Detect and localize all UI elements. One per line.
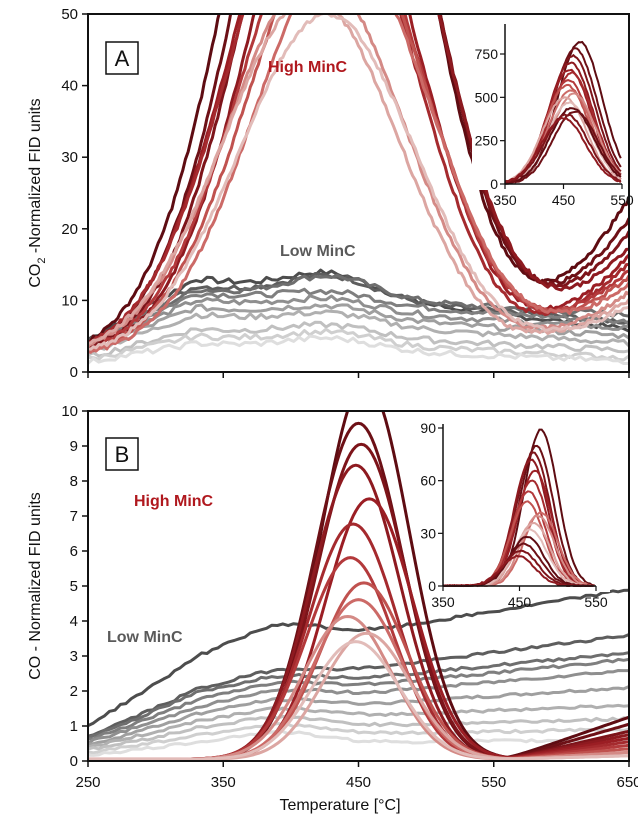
y-tick-label: 4 [70, 613, 78, 630]
panel-a-y-label-suffix: -Normalized FID units [27, 98, 44, 257]
panel-b-inset-axes: 0 30 60 90 350 450 550 [420, 420, 607, 610]
high-minc-series-line [88, 14, 629, 351]
inset-x-tick-label: 350 [431, 594, 455, 610]
x-tick-label: 450 [346, 774, 371, 791]
y-tick-label: 2 [70, 683, 78, 700]
inset-y-tick-label: 750 [475, 46, 499, 62]
y-tick-label: 9 [70, 438, 78, 455]
panel-a-x-ticks [87, 372, 630, 378]
inset-series-line [504, 96, 622, 183]
inset-y-tick-label: 60 [420, 473, 436, 489]
panel-b-inset-background [438, 420, 610, 592]
panel-a-low-minc-label: Low MinC [280, 243, 356, 260]
inset-y-tick-label: 0 [490, 176, 498, 192]
high-minc-series-line [88, 14, 629, 351]
high-minc-series-line [88, 14, 629, 345]
low-minc-series-line [88, 703, 629, 749]
high-minc-series-line [88, 14, 629, 345]
y-tick-label: 30 [61, 149, 78, 166]
y-tick-label: 50 [61, 6, 78, 23]
x-axis-label: Temperature [°C] [279, 797, 400, 814]
panel-a-y-axis-label: CO2 -Normalized FID units [27, 98, 48, 287]
y-tick-label: 0 [70, 364, 78, 381]
inset-y-tick-label: 500 [475, 89, 499, 105]
y-tick-label: 10 [61, 403, 78, 420]
inset-series-line [504, 113, 622, 183]
low-minc-series-line [88, 309, 629, 356]
inset-x-tick-label: 350 [493, 192, 517, 208]
panel-a-inset: 0 250 500 750 350 450 550 [472, 20, 634, 208]
panel-b-series [88, 411, 629, 761]
panel-b-low-minc-label: Low MinC [107, 629, 183, 646]
inset-series-line [504, 110, 622, 185]
inset-series-line [504, 107, 622, 184]
panel-b-y-axis-label: CO - Normalized FID units [27, 492, 44, 680]
inset-y-tick-label: 30 [420, 525, 436, 541]
low-minc-series-line [88, 334, 629, 365]
low-minc-series-line [88, 294, 629, 349]
y-tick-label: 10 [61, 292, 78, 309]
high-minc-series-line [88, 14, 629, 354]
inset-series-line [504, 101, 621, 184]
panel-a-letter: A [115, 46, 130, 71]
y-tick-label: 40 [61, 78, 78, 95]
inset-x-tick-label: 550 [610, 192, 634, 208]
low-minc-series-line [88, 633, 629, 738]
low-minc-series-line [88, 327, 629, 362]
x-tick-label: 650 [616, 774, 638, 791]
y-tick-label: 20 [61, 221, 78, 238]
panel-b-letter-box [105, 437, 139, 471]
y-tick-label: 6 [70, 543, 78, 560]
high-minc-series-line [88, 640, 629, 761]
low-minc-series-line [88, 657, 629, 741]
low-minc-series-line [88, 714, 629, 751]
high-minc-series-line [88, 14, 629, 351]
plot-area [88, 411, 629, 761]
panel-a-y-label-prefix: CO [27, 264, 44, 288]
low-minc-series-line [88, 303, 629, 354]
panel-a-letter-box [105, 41, 139, 75]
y-tick-label: 8 [70, 473, 78, 490]
inset-y-tick-label: 250 [475, 133, 499, 149]
inset-series-line [504, 116, 622, 184]
panel-b-high-minc-label: High MinC [134, 493, 214, 510]
low-minc-series-line [88, 722, 629, 755]
y-tick-label: 7 [70, 508, 78, 525]
inset-x-tick-label: 550 [584, 594, 608, 610]
low-minc-series-line [88, 685, 629, 746]
low-minc-series-line [88, 669, 629, 746]
panel-b-y-ticks: 0 1 2 3 4 5 6 7 8 9 10 [61, 403, 88, 770]
panel-a-inset-axes: 0 250 500 750 350 450 550 [475, 24, 634, 208]
inset-x-tick-label: 450 [552, 192, 576, 208]
x-tick-label: 250 [75, 774, 100, 791]
panel-b-x-ticks: 250 350 450 550 650 [75, 761, 638, 791]
panel-b: 0 1 2 3 4 5 6 7 8 9 10 250 350 450 550 650 B High MinC… [27, 403, 638, 791]
y-tick-label: 5 [70, 578, 78, 595]
low-minc-series-line [88, 320, 629, 358]
panel-a-y-label-subscript: 2 [36, 258, 48, 264]
panel-a-y-ticks: 0 10 20 30 40 50 [61, 6, 88, 381]
inset-x-tick-label: 450 [508, 594, 532, 610]
inset-y-tick-label: 90 [420, 420, 436, 436]
panel-a-inset-series [504, 40, 622, 185]
low-minc-series-line [88, 651, 629, 739]
low-minc-series-line [88, 729, 629, 757]
x-tick-label: 550 [481, 774, 506, 791]
y-tick-label: 1 [70, 718, 78, 735]
x-tick-label: 350 [211, 774, 236, 791]
low-minc-series-line [88, 287, 629, 348]
inset-y-tick-label: 0 [428, 578, 436, 594]
low-minc-series-line [88, 588, 629, 728]
panel-b-inset: 0 30 60 90 350 450 550 [420, 420, 610, 610]
y-tick-label: 3 [70, 648, 78, 665]
panel-b-letter: B [115, 442, 130, 467]
y-tick-label: 0 [70, 753, 78, 770]
panel-a-high-minc-label: High MinC [268, 59, 348, 76]
